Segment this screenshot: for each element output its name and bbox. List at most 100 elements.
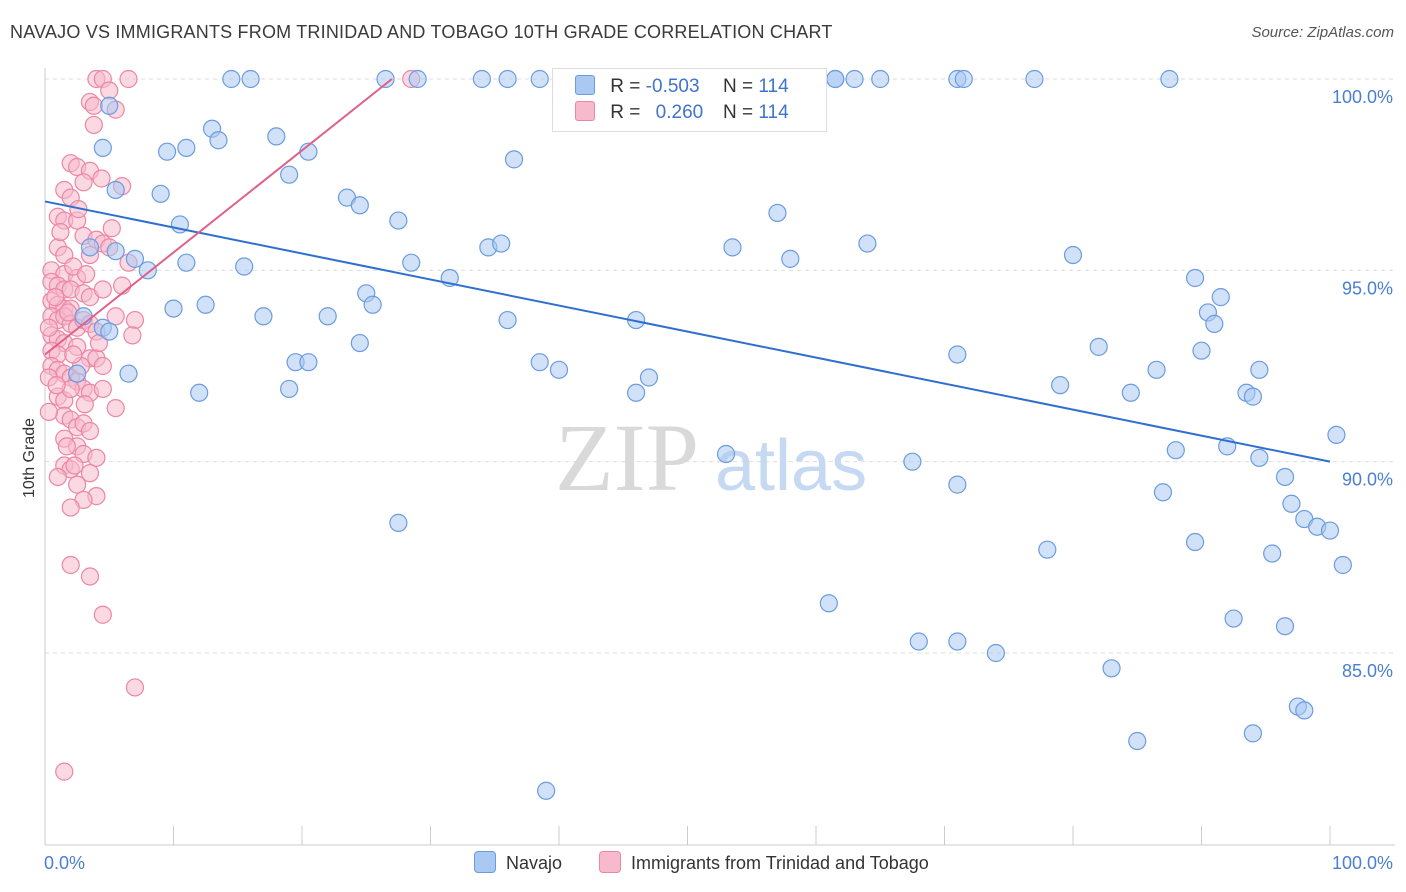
trinidad-point (61, 555, 80, 575)
navajo-point (1263, 544, 1282, 563)
trinidad-point (125, 310, 145, 330)
trinidad-point (80, 464, 100, 483)
trinidad-point (93, 356, 112, 376)
trinidad-point (55, 762, 74, 781)
trinidad-points (39, 69, 421, 781)
trinidad-point (112, 276, 132, 295)
navajo-point (177, 253, 196, 272)
trinidad-point (93, 379, 112, 399)
navajo-point (157, 142, 177, 161)
navajo-point (106, 242, 125, 261)
navajo-point (209, 131, 228, 150)
navajo-point (639, 368, 659, 387)
trinidad-r-value: 0.260 (655, 102, 704, 123)
navajo-point (235, 257, 254, 276)
navajo-r-value: -0.503 (645, 76, 700, 97)
trinidad-point (75, 395, 94, 414)
navajo-point (1089, 337, 1108, 356)
navajo-point (1166, 441, 1185, 460)
watermark-zip: ZIP (555, 404, 699, 511)
trinidad-point (39, 318, 58, 337)
trinidad-point (100, 81, 119, 100)
trinidad-point (93, 280, 112, 299)
navajo-trend-line (44, 200, 1331, 463)
trend-lines (44, 78, 1331, 463)
y-axis-label: 10th Grade (21, 418, 38, 498)
trinidad-legend-label: Immigrants from Trinidad and Tobago (631, 853, 929, 873)
trinidad-point (102, 219, 121, 238)
trinidad-n-value: 114 (758, 102, 789, 123)
navajo-point (190, 383, 209, 402)
navajo-point (1160, 69, 1179, 89)
navajo-point (948, 632, 967, 651)
trinidad-point (93, 605, 112, 624)
navajo-point (1102, 659, 1121, 678)
navajo-point (1333, 555, 1352, 575)
navajo-point (948, 475, 967, 494)
navajo-legend-swatch (474, 851, 496, 873)
legend-row-navajo: R = -0.503 N = 114 (575, 75, 789, 101)
trinidad-point (80, 567, 100, 586)
navajo-point (768, 203, 787, 223)
trinidad-point (64, 345, 83, 364)
navajo-point (1051, 376, 1070, 395)
legend-row-trinidad: R = 0.260 N = 114 (575, 101, 789, 127)
navajo-point (100, 96, 119, 115)
navajo-point (871, 69, 890, 89)
y-tick-label: 100.0% (1332, 87, 1393, 107)
trinidad-point (61, 498, 80, 517)
navajo-point (504, 150, 524, 169)
navajo-point (498, 69, 517, 89)
navajo-point (948, 345, 967, 364)
navajo-point (1275, 617, 1295, 636)
navajo-point (1128, 731, 1147, 751)
navajo-point (498, 310, 517, 330)
grid-lines (45, 78, 1395, 654)
navajo-point (1185, 268, 1205, 288)
navajo-point (1327, 425, 1346, 444)
trinidad-point (106, 307, 125, 326)
bottom-legend-trinidad: Immigrants from Trinidad and Tobago (599, 851, 929, 874)
navajo-point (1192, 341, 1211, 360)
navajo-point (723, 238, 742, 257)
navajo-point (125, 249, 145, 268)
trinidad-point (68, 475, 87, 494)
navajo-point (376, 69, 395, 89)
navajo-point (1243, 724, 1263, 743)
navajo-legend-label: Navajo (506, 853, 563, 873)
navajo-point (267, 127, 286, 146)
trinidad-point (59, 303, 78, 322)
navajo-point (138, 261, 157, 280)
watermark-atlas: atlas (715, 426, 867, 506)
navajo-point (363, 295, 382, 314)
y-tick-label: 95.0% (1342, 278, 1393, 298)
navajo-point (492, 234, 511, 253)
navajo-point (350, 196, 369, 215)
navajo-point (986, 643, 1006, 663)
trinidad-point (87, 448, 106, 467)
navajo-point (909, 632, 928, 651)
navajo-point (402, 253, 421, 272)
navajo-point (408, 69, 427, 89)
navajo-point (1282, 494, 1301, 513)
navajo-point (1063, 245, 1083, 265)
navajo-point (1185, 532, 1205, 552)
trinidad-point (77, 265, 96, 284)
navajo-point (119, 364, 138, 383)
trinidad-point (51, 222, 70, 242)
navajo-point (1153, 483, 1173, 502)
navajo-swatch (575, 75, 595, 95)
trinidad-point (84, 115, 103, 135)
stats-legend: R = -0.503 N = 114 R = 0.260 N = 114 (552, 68, 827, 132)
navajo-point (222, 69, 241, 89)
navajo-point (196, 295, 215, 314)
trinidad-point (80, 421, 100, 441)
navajo-point (472, 69, 491, 89)
navajo-n-value: 114 (758, 76, 789, 97)
navajo-n-label: N = (722, 76, 754, 97)
navajo-point (100, 322, 119, 341)
navajo-point (389, 211, 408, 230)
trinidad-point (92, 169, 111, 188)
bottom-legend-navajo: Navajo (474, 851, 562, 874)
navajo-point (254, 307, 273, 326)
